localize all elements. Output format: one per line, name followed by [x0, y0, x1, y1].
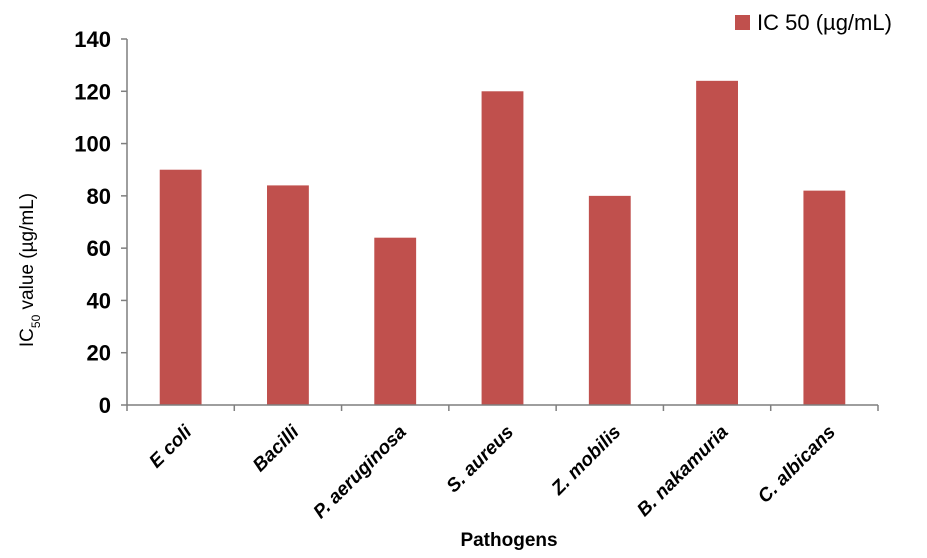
x-tick-label: S. aureus: [443, 422, 518, 497]
bar: [159, 169, 202, 405]
y-tick-label: 60: [87, 236, 111, 261]
y-axis-title-main: IC: [17, 328, 38, 347]
legend-label: IC 50 (µg/mL): [757, 10, 892, 35]
y-axis-title: IC50 value (µg/mL): [17, 193, 43, 347]
bar: [374, 237, 417, 405]
y-tick-label: 100: [74, 132, 111, 157]
y-axis-title-rest: value (µg/mL): [17, 193, 38, 315]
x-tick-label: E coli: [145, 421, 196, 472]
y-tick-label: 40: [87, 288, 111, 313]
y-tick-label: 140: [74, 27, 111, 52]
legend: IC 50 (µg/mL): [735, 10, 892, 35]
legend-swatch: [735, 15, 750, 30]
x-tick-label: P. aeruginosa: [310, 421, 412, 523]
y-tick-label: 20: [87, 341, 111, 366]
bar: [267, 185, 309, 405]
bar: [803, 190, 846, 405]
axes-group: [126, 39, 879, 411]
y-axis-title-subscript: 50: [29, 314, 43, 328]
x-tick-label: C. albicans: [754, 422, 840, 508]
x-tick-label: Z. mobilis: [547, 422, 625, 500]
bar: [588, 195, 631, 405]
y-ticks-group: 0 20 40 60 80 100 120 140: [74, 27, 127, 418]
x-ticks-group: E coli Bacilli P. aeruginosa S. aureus Z. mo…: [145, 421, 839, 523]
x-tick-label: B. nakamuria: [633, 421, 733, 521]
bar: [481, 91, 524, 406]
bars-group: [159, 80, 846, 406]
y-tick-label: 120: [74, 79, 111, 104]
y-tick-label: 0: [99, 393, 111, 418]
bar: [696, 80, 738, 405]
x-axis-title: Pathogens: [460, 530, 557, 551]
x-tick-label: Bacilli: [249, 421, 304, 476]
y-tick-label: 80: [87, 184, 111, 209]
